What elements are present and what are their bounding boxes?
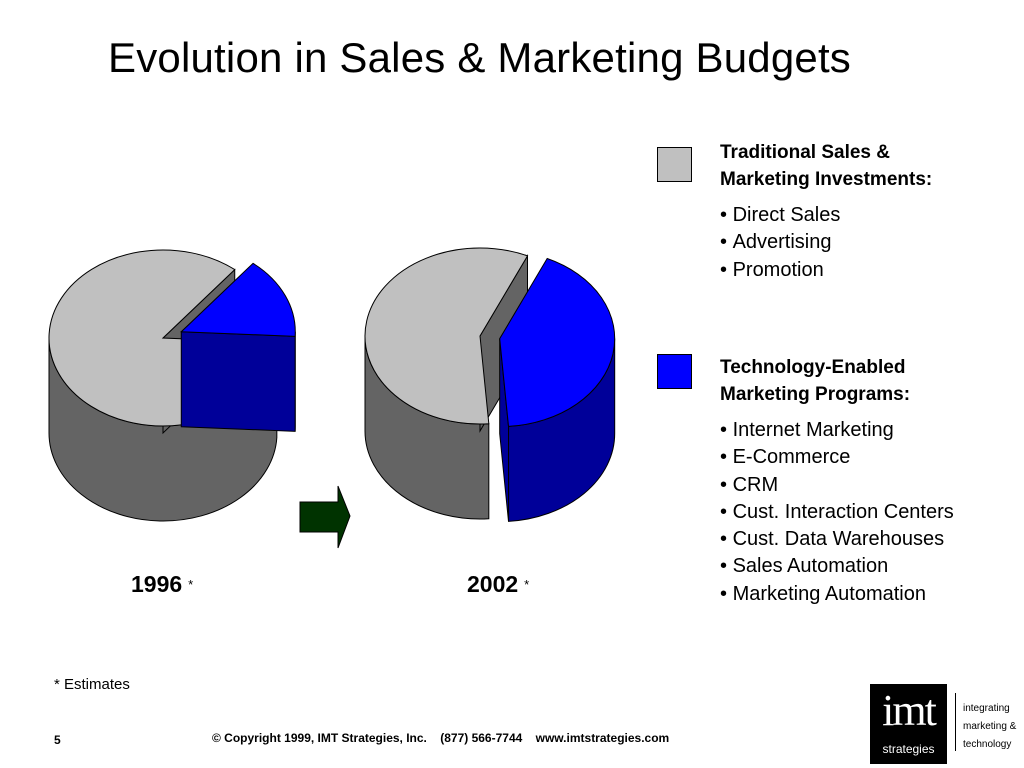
legend-item: Cust. Data Warehouses xyxy=(720,526,954,553)
legend-title-traditional: Traditional Sales & Marketing Investment… xyxy=(720,142,933,190)
legend-item: Cust. Interaction Centers xyxy=(720,499,954,526)
logo-tagline: integrating marketing & technology xyxy=(963,700,1016,754)
logo-divider xyxy=(955,693,956,751)
page-number: 5 xyxy=(54,733,61,747)
tagline-line: marketing & xyxy=(963,721,1017,732)
legend-title-technology: Technology-Enabled Marketing Programs: xyxy=(720,357,911,405)
legend-item: CRM xyxy=(720,472,954,499)
pie-slice-technology xyxy=(499,257,616,427)
legend-list-traditional: Direct SalesAdvertisingPromotion xyxy=(720,202,841,284)
legend-item: Advertising xyxy=(720,229,840,256)
legend-swatch-technology xyxy=(657,354,692,389)
legend-item: Direct Sales xyxy=(720,202,841,229)
pie-cut-technology xyxy=(180,331,296,432)
footnote: * Estimates xyxy=(54,676,130,693)
pie-2002 xyxy=(364,247,616,522)
pie-slice-technology xyxy=(180,262,296,337)
right-arrow-icon xyxy=(299,485,351,549)
legend-list-technology: Internet MarketingE-CommerceCRMCust. Int… xyxy=(720,417,954,608)
logo-mark: imt xyxy=(882,686,937,735)
pie-slice-traditional xyxy=(364,247,529,425)
year-label-2002: 2002 * xyxy=(467,571,530,597)
pie-1996 xyxy=(48,249,296,522)
slide-title: Evolution in Sales & Marketing Budgets xyxy=(108,34,852,81)
legend-item: Promotion xyxy=(720,257,840,284)
logo-subtitle: strategies xyxy=(882,742,935,756)
legend-swatch-traditional xyxy=(657,147,692,182)
imt-logo: imt strategies xyxy=(870,684,947,764)
legend-item: Internet Marketing xyxy=(720,417,954,444)
legend-item: Marketing Automation xyxy=(720,581,954,608)
legend-item: E-Commerce xyxy=(720,444,954,471)
tagline-line: integrating xyxy=(963,703,1010,714)
year-label-1996: 1996 * xyxy=(131,571,194,597)
tagline-line: technology xyxy=(963,739,1012,750)
copyright: © Copyright 1999, IMT Strategies, Inc. (… xyxy=(212,731,670,745)
legend-item: Sales Automation xyxy=(720,553,954,580)
